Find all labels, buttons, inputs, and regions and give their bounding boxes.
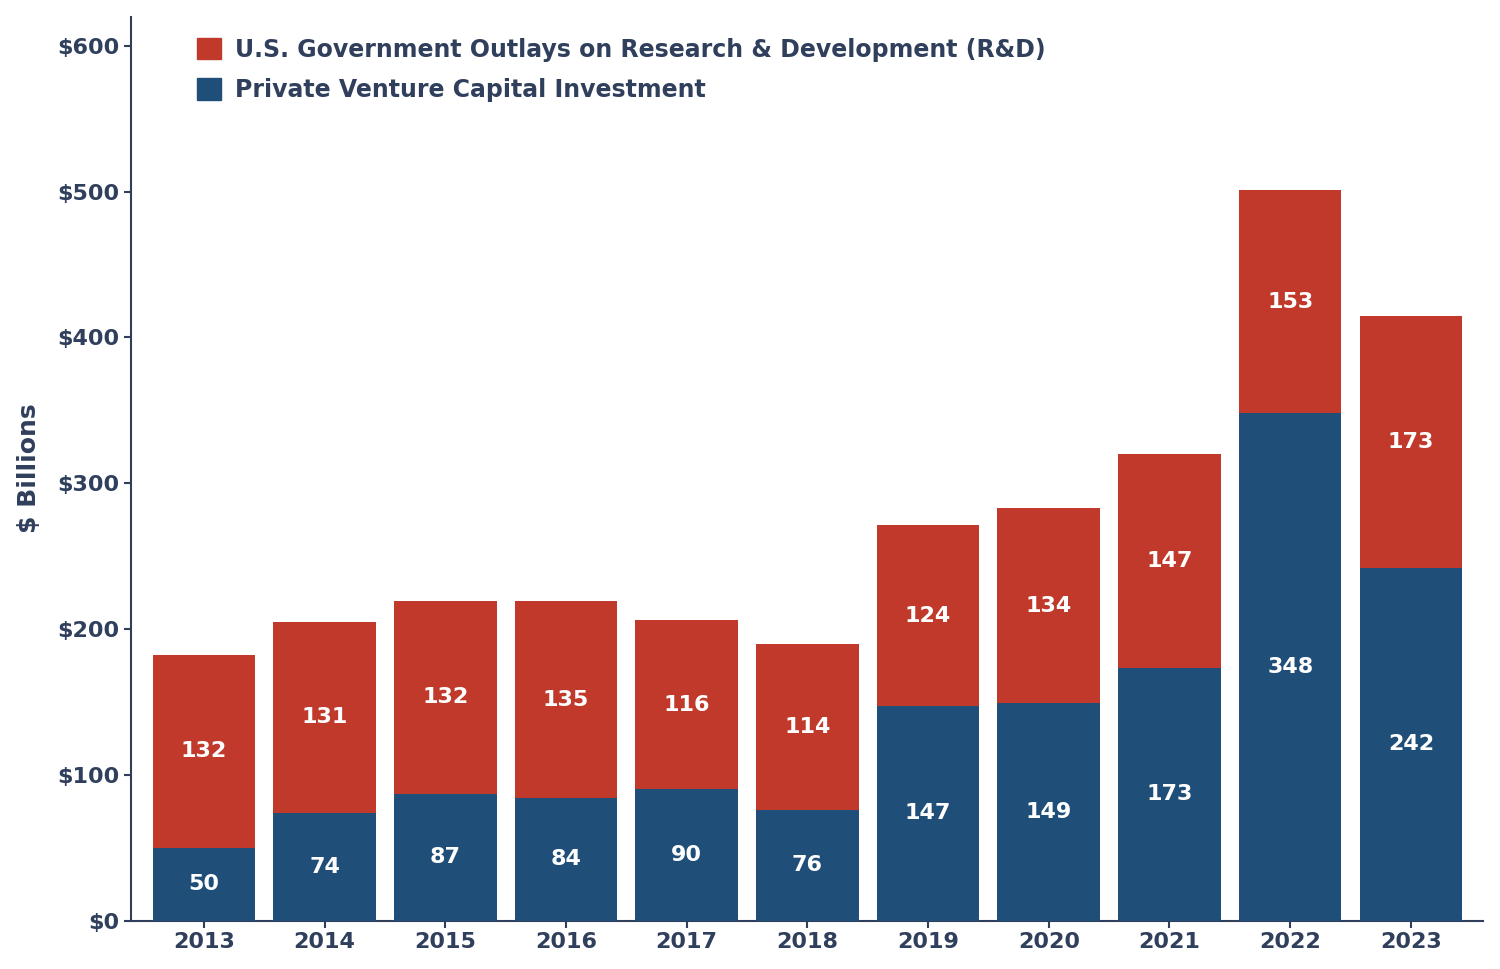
Text: 147: 147: [1146, 551, 1192, 571]
Text: 132: 132: [422, 687, 468, 707]
Bar: [394, 601, 496, 794]
Bar: [1118, 454, 1221, 669]
Text: 84: 84: [550, 849, 582, 869]
Text: 76: 76: [792, 855, 824, 875]
Bar: [756, 810, 858, 921]
Bar: [998, 703, 1100, 921]
Bar: [998, 508, 1100, 703]
Text: 153: 153: [1268, 292, 1314, 312]
Text: 173: 173: [1388, 431, 1434, 452]
Bar: [153, 848, 255, 921]
Bar: [514, 601, 616, 798]
Text: 114: 114: [784, 717, 831, 736]
Text: 131: 131: [302, 707, 348, 727]
Bar: [1239, 413, 1341, 921]
Bar: [394, 794, 496, 921]
Text: 124: 124: [904, 606, 951, 626]
Bar: [273, 622, 376, 813]
Bar: [1359, 568, 1462, 921]
Bar: [273, 813, 376, 921]
Text: 87: 87: [429, 847, 460, 867]
Bar: [1239, 190, 1341, 413]
Text: 90: 90: [670, 845, 702, 865]
Bar: [153, 655, 255, 848]
Text: 348: 348: [1268, 657, 1314, 677]
Bar: [514, 798, 616, 921]
Text: 242: 242: [1388, 735, 1434, 754]
Text: 50: 50: [189, 874, 219, 894]
Legend: U.S. Government Outlays on Research & Development (R&D), Private Venture Capital: U.S. Government Outlays on Research & De…: [198, 38, 1046, 102]
Bar: [636, 790, 738, 921]
Bar: [878, 706, 980, 921]
Bar: [1359, 316, 1462, 568]
Text: 132: 132: [180, 741, 226, 762]
Bar: [1118, 669, 1221, 921]
Text: 147: 147: [904, 803, 951, 824]
Bar: [756, 643, 858, 810]
Text: 116: 116: [663, 695, 710, 715]
Text: 149: 149: [1026, 802, 1072, 822]
Bar: [878, 525, 980, 706]
Text: 135: 135: [543, 690, 590, 709]
Text: 134: 134: [1026, 596, 1072, 615]
Text: 173: 173: [1146, 785, 1192, 804]
Text: 74: 74: [309, 857, 340, 877]
Y-axis label: $ Billions: $ Billions: [16, 404, 40, 533]
Bar: [636, 620, 738, 790]
